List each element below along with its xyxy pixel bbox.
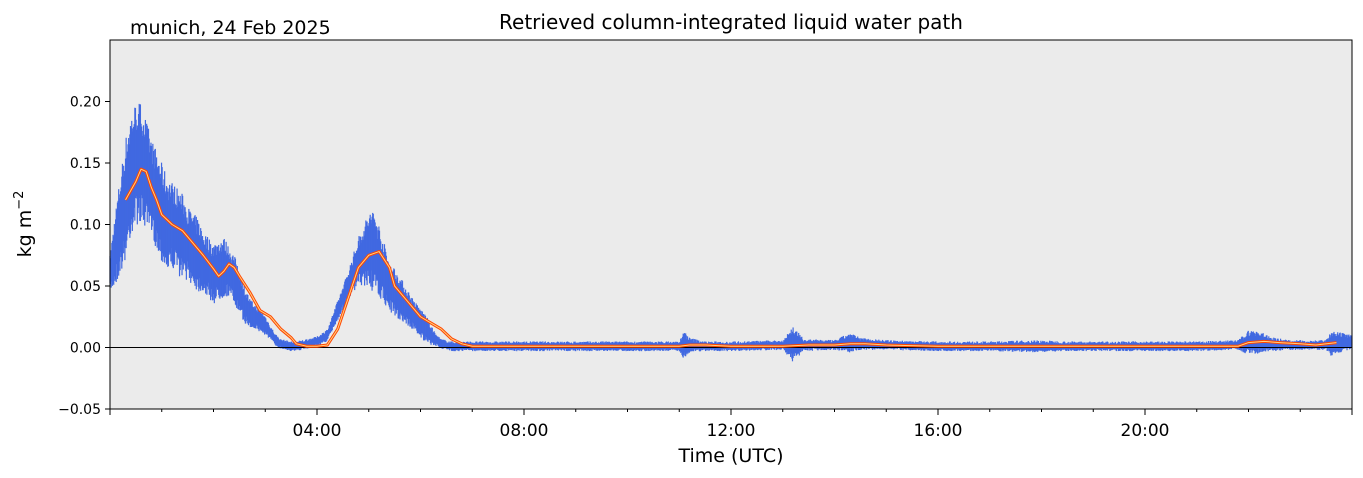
y-tick-label: 0.20 bbox=[70, 95, 101, 111]
y-axis: −0.05 0.00 0.05 0.10 0.15 0.20 bbox=[58, 95, 110, 418]
x-tick-label: 08:00 bbox=[500, 421, 549, 441]
y-tick-label: 0.00 bbox=[70, 341, 101, 357]
chart-subtitle: munich, 24 Feb 2025 bbox=[130, 17, 331, 39]
y-tick-label: 0.05 bbox=[70, 279, 101, 295]
x-axis: 04:00 08:00 12:00 16:00 20:00 bbox=[109, 409, 1353, 441]
y-tick-label: −0.05 bbox=[58, 402, 101, 418]
y-tick-label: 0.15 bbox=[70, 156, 101, 172]
x-tick-label: 16:00 bbox=[914, 421, 963, 441]
x-axis-label: Time (UTC) bbox=[677, 445, 783, 467]
x-tick-label: 20:00 bbox=[1121, 421, 1170, 441]
chart-title: Retrieved column-integrated liquid water… bbox=[499, 10, 963, 34]
y-axis-label-exponent: −2 bbox=[12, 191, 27, 210]
plot-area bbox=[110, 40, 1352, 409]
y-axis-label: kg m−2 bbox=[12, 191, 36, 258]
x-tick-label: 04:00 bbox=[293, 421, 342, 441]
y-axis-label-unit: kg m bbox=[14, 210, 36, 258]
x-tick-label: 12:00 bbox=[707, 421, 756, 441]
y-tick-label: 0.10 bbox=[70, 218, 101, 234]
smoothed-series-line bbox=[125, 168, 1337, 347]
